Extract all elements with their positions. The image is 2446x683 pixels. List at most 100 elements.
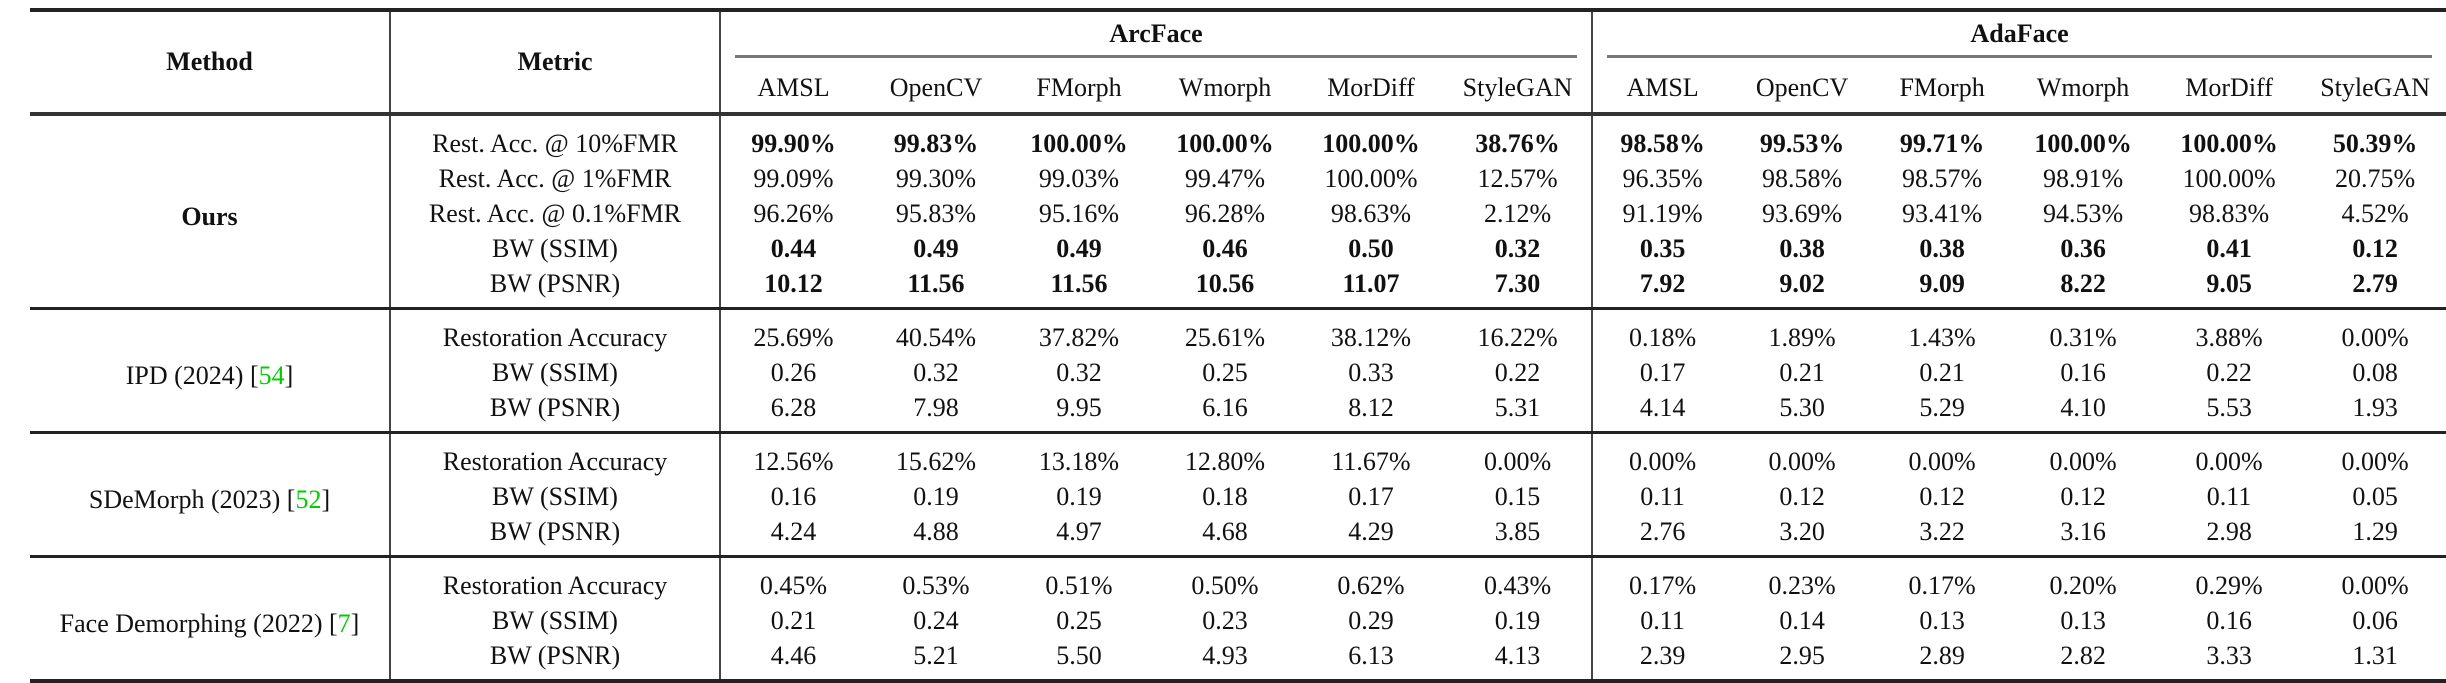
citation-link[interactable]: 54 bbox=[258, 360, 285, 390]
adaface-value-cell: 0.35 bbox=[1591, 231, 1733, 266]
metric-label: BW (PSNR) bbox=[389, 266, 720, 309]
adaface-value-cell: 0.36 bbox=[2060, 233, 2106, 263]
arcface-value-cell: 0.23 bbox=[1202, 605, 1248, 635]
adaface-value-cell: 2.39 bbox=[1591, 638, 1733, 683]
adaface-value-cell: 0.11 bbox=[1591, 603, 1733, 638]
arcface-value-cell: 7.98 bbox=[913, 392, 959, 422]
adaface-value-cell: 98.83% bbox=[2188, 198, 2270, 228]
table-row: BW (SSIM) 0.26 0.32 0.32 0.25 0.33 0.22 0.17 0.2… bbox=[30, 355, 2446, 390]
arcface-value-cell: 5.50 bbox=[1006, 638, 1152, 683]
arcface-value-cell: 0.32 bbox=[1056, 357, 1102, 387]
arcface-value-cell: 13.18% bbox=[1006, 431, 1152, 479]
table-row: BW (PSNR) 10.12 11.56 11.56 10.56 11.07 7.30 7.… bbox=[30, 266, 2446, 309]
arcface-value-cell: 99.03% bbox=[1038, 163, 1120, 193]
adaface-value-cell: 0.18% bbox=[1591, 307, 1733, 355]
arcface-value-cell: 4.46 bbox=[719, 638, 866, 683]
arcface-column-header-opencv: OpenCV bbox=[889, 73, 983, 102]
arcface-value-cell: 38.12% bbox=[1298, 307, 1444, 355]
adaface-value-cell: 0.00% bbox=[1591, 431, 1733, 479]
arcface-value-cell: 0.49 bbox=[1056, 233, 1102, 263]
adaface-value-cell: 0.22 bbox=[2206, 357, 2252, 387]
adaface-value-cell: 98.58% bbox=[1761, 163, 1843, 193]
arcface-value-cell: 99.30% bbox=[895, 163, 977, 193]
method-header: Method bbox=[30, 8, 390, 114]
metric-label: BW (PSNR) bbox=[389, 390, 720, 433]
arcface-column-header-mordiff: MorDiff bbox=[1327, 73, 1415, 102]
arcface-value-cell: 7.30 bbox=[1494, 268, 1541, 298]
adaface-value-cell: 1.31 bbox=[2304, 638, 2446, 683]
arcface-value-cell: 12.80% bbox=[1152, 431, 1298, 479]
adaface-value-cell: 0.00% bbox=[2304, 431, 2446, 479]
arcface-column-header-fmorph: FMorph bbox=[1036, 73, 1122, 102]
adaface-value-cell: 0.23% bbox=[1732, 555, 1873, 603]
arcface-value-cell: 0.45% bbox=[719, 555, 866, 603]
adaface-value-cell: 9.09 bbox=[1919, 268, 1965, 298]
table-row: Rest. Acc. @ 1%FMR 99.09% 99.30% 99.03% 99.4… bbox=[30, 161, 2446, 196]
adaface-value-cell: 0.21 bbox=[1919, 357, 1965, 387]
adaface-value-cell: 0.00% bbox=[2012, 431, 2155, 479]
adaface-value-cell: 0.00% bbox=[2154, 431, 2305, 479]
arcface-value-cell: 100.00% bbox=[1152, 112, 1298, 161]
adaface-column-header-fmorph: FMorph bbox=[1899, 73, 1985, 102]
table-row: Ours Rest. Acc. @ 10%FMR 99.90% 99.83% 100.0… bbox=[30, 112, 2446, 309]
arcface-value-cell: 0.33 bbox=[1348, 357, 1394, 387]
metric-label: BW (PSNR) bbox=[389, 638, 720, 683]
arcface-value-cell: 4.97 bbox=[1056, 516, 1102, 546]
arcface-value-cell: 6.13 bbox=[1298, 638, 1444, 683]
arcface-value-cell: 0.32 bbox=[1494, 233, 1541, 263]
adaface-value-cell: 0.20% bbox=[2012, 555, 2155, 603]
adaface-value-cell: 5.53 bbox=[2206, 392, 2252, 422]
adaface-value-cell: 0.06 bbox=[2352, 605, 2398, 635]
adaface-value-cell: 99.53% bbox=[1732, 112, 1873, 161]
arcface-value-cell: 9.95 bbox=[1056, 392, 1102, 422]
table-row: BW (PSNR) 4.46 5.21 5.50 4.93 6.13 4.13 2.39 2.9… bbox=[30, 638, 2446, 683]
arcface-value-cell: 5.31 bbox=[1494, 392, 1541, 422]
arcface-value-cell: 0.43% bbox=[1444, 555, 1593, 603]
adaface-value-cell: 0.12 bbox=[1919, 481, 1965, 511]
arcface-value-cell: 0.50 bbox=[1348, 233, 1394, 263]
adaface-column-header-mordiff: MorDiff bbox=[2185, 73, 2273, 102]
metric-label: Restoration Accuracy bbox=[389, 431, 720, 479]
adaface-value-cell: 0.13 bbox=[2060, 605, 2106, 635]
arcface-value-cell: 25.69% bbox=[719, 307, 866, 355]
adaface-label: AdaFace bbox=[1607, 19, 2433, 58]
adaface-value-cell: 0.12 bbox=[1779, 481, 1825, 511]
adaface-value-cell: 20.75% bbox=[2335, 163, 2416, 193]
adaface-group-header: AdaFace bbox=[1591, 8, 2446, 64]
adaface-value-cell: 98.91% bbox=[2042, 163, 2124, 193]
arcface-value-cell: 100.00% bbox=[1324, 163, 1418, 193]
adaface-column-header-stylegan: StyleGAN bbox=[2320, 73, 2430, 102]
adaface-column-header-amsl: AMSL bbox=[1591, 64, 1733, 114]
table-row: Rest. Acc. @ 0.1%FMR 96.26% 95.83% 95.16% 96… bbox=[30, 196, 2446, 231]
adaface-value-cell: 0.12 bbox=[2060, 481, 2106, 511]
arcface-value-cell: 0.29 bbox=[1348, 605, 1394, 635]
arcface-value-cell: 95.83% bbox=[895, 198, 977, 228]
arcface-value-cell: 99.47% bbox=[1184, 163, 1266, 193]
arcface-value-cell: 6.16 bbox=[1202, 392, 1248, 422]
metric-label: BW (SSIM) bbox=[389, 603, 720, 638]
citation-link[interactable]: 7 bbox=[337, 608, 351, 638]
table-row: BW (SSIM) 0.44 0.49 0.49 0.46 0.50 0.32 0.35 0.3… bbox=[30, 231, 2446, 266]
metric-label: BW (SSIM) bbox=[389, 479, 720, 514]
arcface-value-cell: 37.82% bbox=[1006, 307, 1152, 355]
arcface-value-cell: 0.32 bbox=[913, 357, 959, 387]
arcface-value-cell: 96.26% bbox=[719, 196, 866, 231]
metric-label: BW (SSIM) bbox=[389, 355, 720, 390]
arcface-value-cell: 12.56% bbox=[719, 431, 866, 479]
arcface-value-cell: 15.62% bbox=[866, 431, 1006, 479]
adaface-value-cell: 0.31% bbox=[2012, 307, 2155, 355]
adaface-value-cell: 7.92 bbox=[1591, 266, 1733, 309]
adaface-value-cell: 0.16 bbox=[2206, 605, 2252, 635]
citation-link[interactable]: 52 bbox=[295, 484, 322, 514]
adaface-value-cell: 2.76 bbox=[1591, 514, 1733, 557]
adaface-value-cell: 100.00% bbox=[2154, 112, 2305, 161]
adaface-value-cell: 0.21 bbox=[1779, 357, 1825, 387]
arcface-value-cell: 100.00% bbox=[1006, 112, 1152, 161]
arcface-value-cell: 10.12 bbox=[719, 266, 866, 309]
adaface-value-cell: 0.00% bbox=[2304, 307, 2446, 355]
adaface-value-cell: 1.43% bbox=[1872, 307, 2013, 355]
arcface-value-cell: 0.00% bbox=[1444, 431, 1593, 479]
adaface-value-cell: 3.16 bbox=[2060, 516, 2106, 546]
arcface-value-cell: 0.18 bbox=[1202, 481, 1248, 511]
arcface-value-cell: 0.50% bbox=[1152, 555, 1298, 603]
